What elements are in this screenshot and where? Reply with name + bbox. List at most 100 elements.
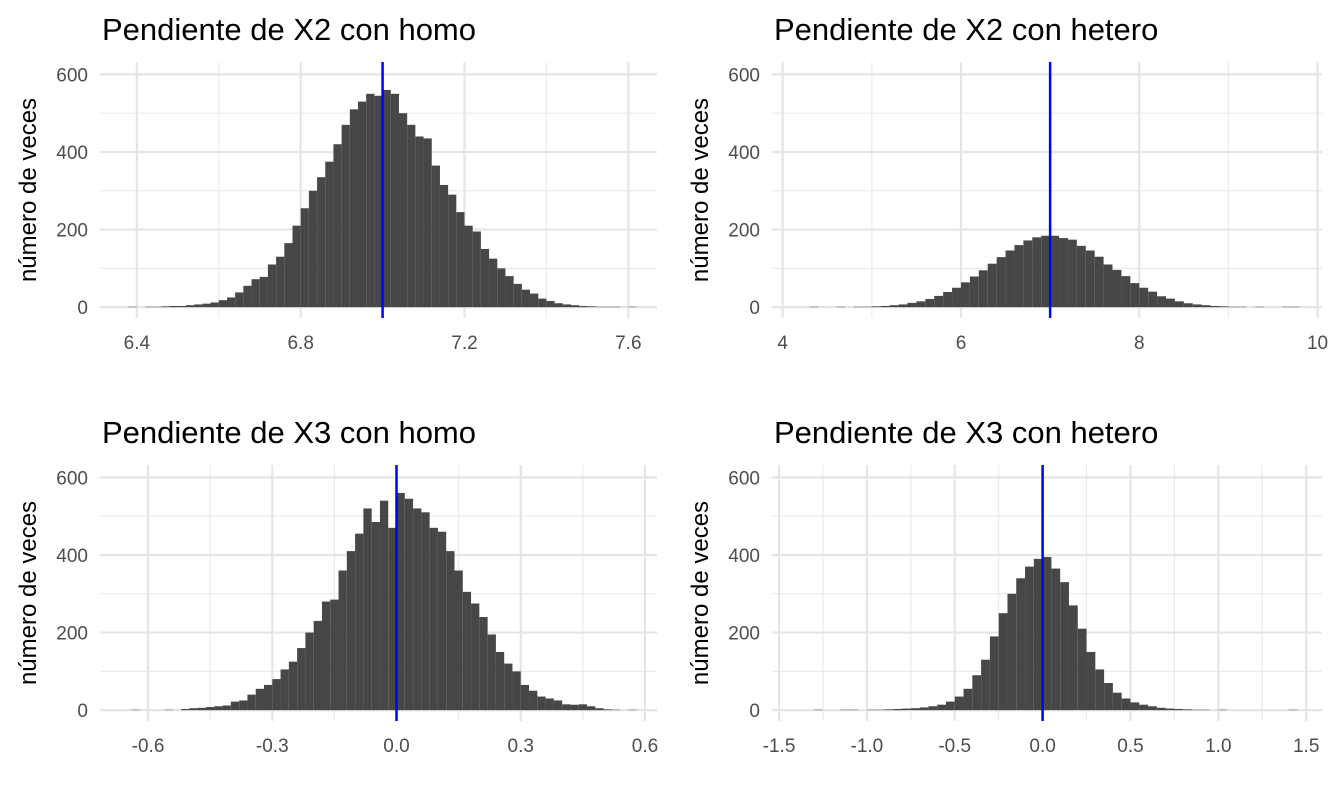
histogram-bar: [297, 648, 306, 711]
x-tick-label: 10: [1307, 333, 1328, 354]
y-tick-label: 400: [728, 546, 760, 567]
histogram-bar: [902, 708, 911, 711]
histogram-bar: [1219, 306, 1229, 308]
histogram-bar: [562, 704, 571, 711]
histogram-bar: [454, 570, 463, 711]
histogram-bar: [1032, 237, 1042, 308]
histogram-bar: [928, 706, 938, 711]
histogram-bar: [388, 527, 397, 711]
histogram-bar: [439, 184, 449, 308]
histogram-bar: [545, 698, 554, 711]
histogram-bar: [462, 591, 472, 711]
histogram-bar: [181, 708, 190, 711]
histogram-bar: [1005, 250, 1015, 308]
histogram-bar: [407, 124, 416, 308]
histogram-bar: [952, 287, 961, 308]
histogram-bar: [321, 601, 331, 711]
histogram-bar: [1051, 568, 1061, 711]
x-tick-label: 6: [956, 333, 967, 354]
chart-title: Pendiente de X3 con hetero: [774, 415, 1158, 450]
histogram-bar: [898, 304, 908, 308]
x-tick-label: 0.0: [383, 736, 409, 757]
histogram-bar: [247, 694, 256, 711]
chart-title: Pendiente de X2 con hetero: [774, 12, 1158, 47]
histogram-bar: [313, 620, 322, 711]
histogram-bar: [487, 634, 496, 711]
y-axis-title: número de veces: [687, 98, 714, 282]
histogram-bar: [396, 492, 405, 711]
x-tick-label: 1.0: [1205, 736, 1231, 757]
histogram-bar: [495, 651, 505, 711]
histogram-bar: [497, 268, 506, 308]
histogram-bar: [222, 705, 231, 711]
histogram-bar: [423, 138, 432, 308]
histogram-bar: [893, 708, 903, 711]
y-tick-label: 600: [56, 65, 88, 86]
y-axis-title: número de veces: [15, 501, 42, 685]
histogram-bar: [210, 302, 219, 308]
histogram-bar: [239, 700, 248, 711]
histogram-bar: [317, 177, 326, 308]
histogram-bar: [954, 696, 964, 711]
histogram-bar: [325, 161, 334, 308]
x-tick-label: 0.5: [1117, 736, 1143, 757]
histogram-bar: [382, 89, 391, 308]
histogram-bar: [595, 708, 604, 711]
y-tick-label: 200: [56, 221, 88, 242]
histogram-bar: [513, 283, 522, 308]
histogram-bar: [546, 300, 555, 308]
histogram-bar: [358, 101, 367, 308]
histogram-bar: [889, 305, 899, 308]
histogram-bar: [537, 696, 546, 711]
histogram-bar: [1014, 245, 1024, 308]
histogram-bar: [570, 704, 579, 711]
histogram-bar: [1103, 264, 1113, 308]
histogram-bar: [1033, 558, 1043, 711]
histogram-bar: [226, 297, 236, 308]
x-tick-label: -1.0: [851, 736, 884, 757]
x-tick-label: 1.5: [1293, 736, 1319, 757]
histogram-bar: [284, 243, 293, 308]
histogram-bar: [292, 225, 301, 308]
histogram-bar: [431, 165, 440, 308]
histogram-bar: [1157, 296, 1167, 308]
histogram-bar: [189, 708, 198, 711]
histogram-bar: [916, 301, 926, 308]
histogram-bar: [972, 675, 982, 711]
histogram-bar: [379, 500, 389, 711]
histogram-bar: [251, 279, 260, 308]
histogram-bar: [1148, 706, 1157, 711]
histogram-bar: [214, 706, 223, 711]
histogram-bar: [1060, 582, 1069, 711]
histogram-bar: [272, 679, 281, 711]
histogram-bar: [907, 302, 917, 308]
histogram-bar: [521, 289, 531, 308]
histogram-bar: [1174, 301, 1184, 308]
histogram-bar: [1183, 709, 1192, 711]
histogram-bar: [177, 305, 187, 308]
histogram-bar: [1042, 556, 1052, 711]
histogram-bar: [578, 704, 588, 711]
histogram-bar: [989, 636, 999, 711]
histogram-bar: [960, 282, 970, 308]
histogram-bar: [202, 303, 211, 308]
y-tick-label: 200: [728, 221, 760, 242]
histogram-bar: [1068, 605, 1078, 711]
y-tick-label: 0: [749, 298, 760, 319]
y-tick-label: 600: [728, 65, 760, 86]
y-tick-label: 400: [56, 546, 88, 567]
histogram-bar: [1139, 287, 1149, 308]
histogram-bar: [480, 248, 490, 308]
histogram-bar: [925, 298, 935, 308]
y-tick-label: 200: [56, 624, 88, 645]
histogram-bar: [1095, 669, 1105, 711]
histogram-bar: [437, 531, 447, 711]
histogram-bar: [981, 659, 990, 711]
histogram-bar: [421, 512, 430, 711]
x-tick-label: -0.6: [132, 736, 165, 757]
histogram-bar: [267, 264, 277, 308]
histogram-bar: [530, 293, 539, 308]
y-tick-label: 200: [728, 624, 760, 645]
x-tick-label: 0.3: [508, 736, 534, 757]
